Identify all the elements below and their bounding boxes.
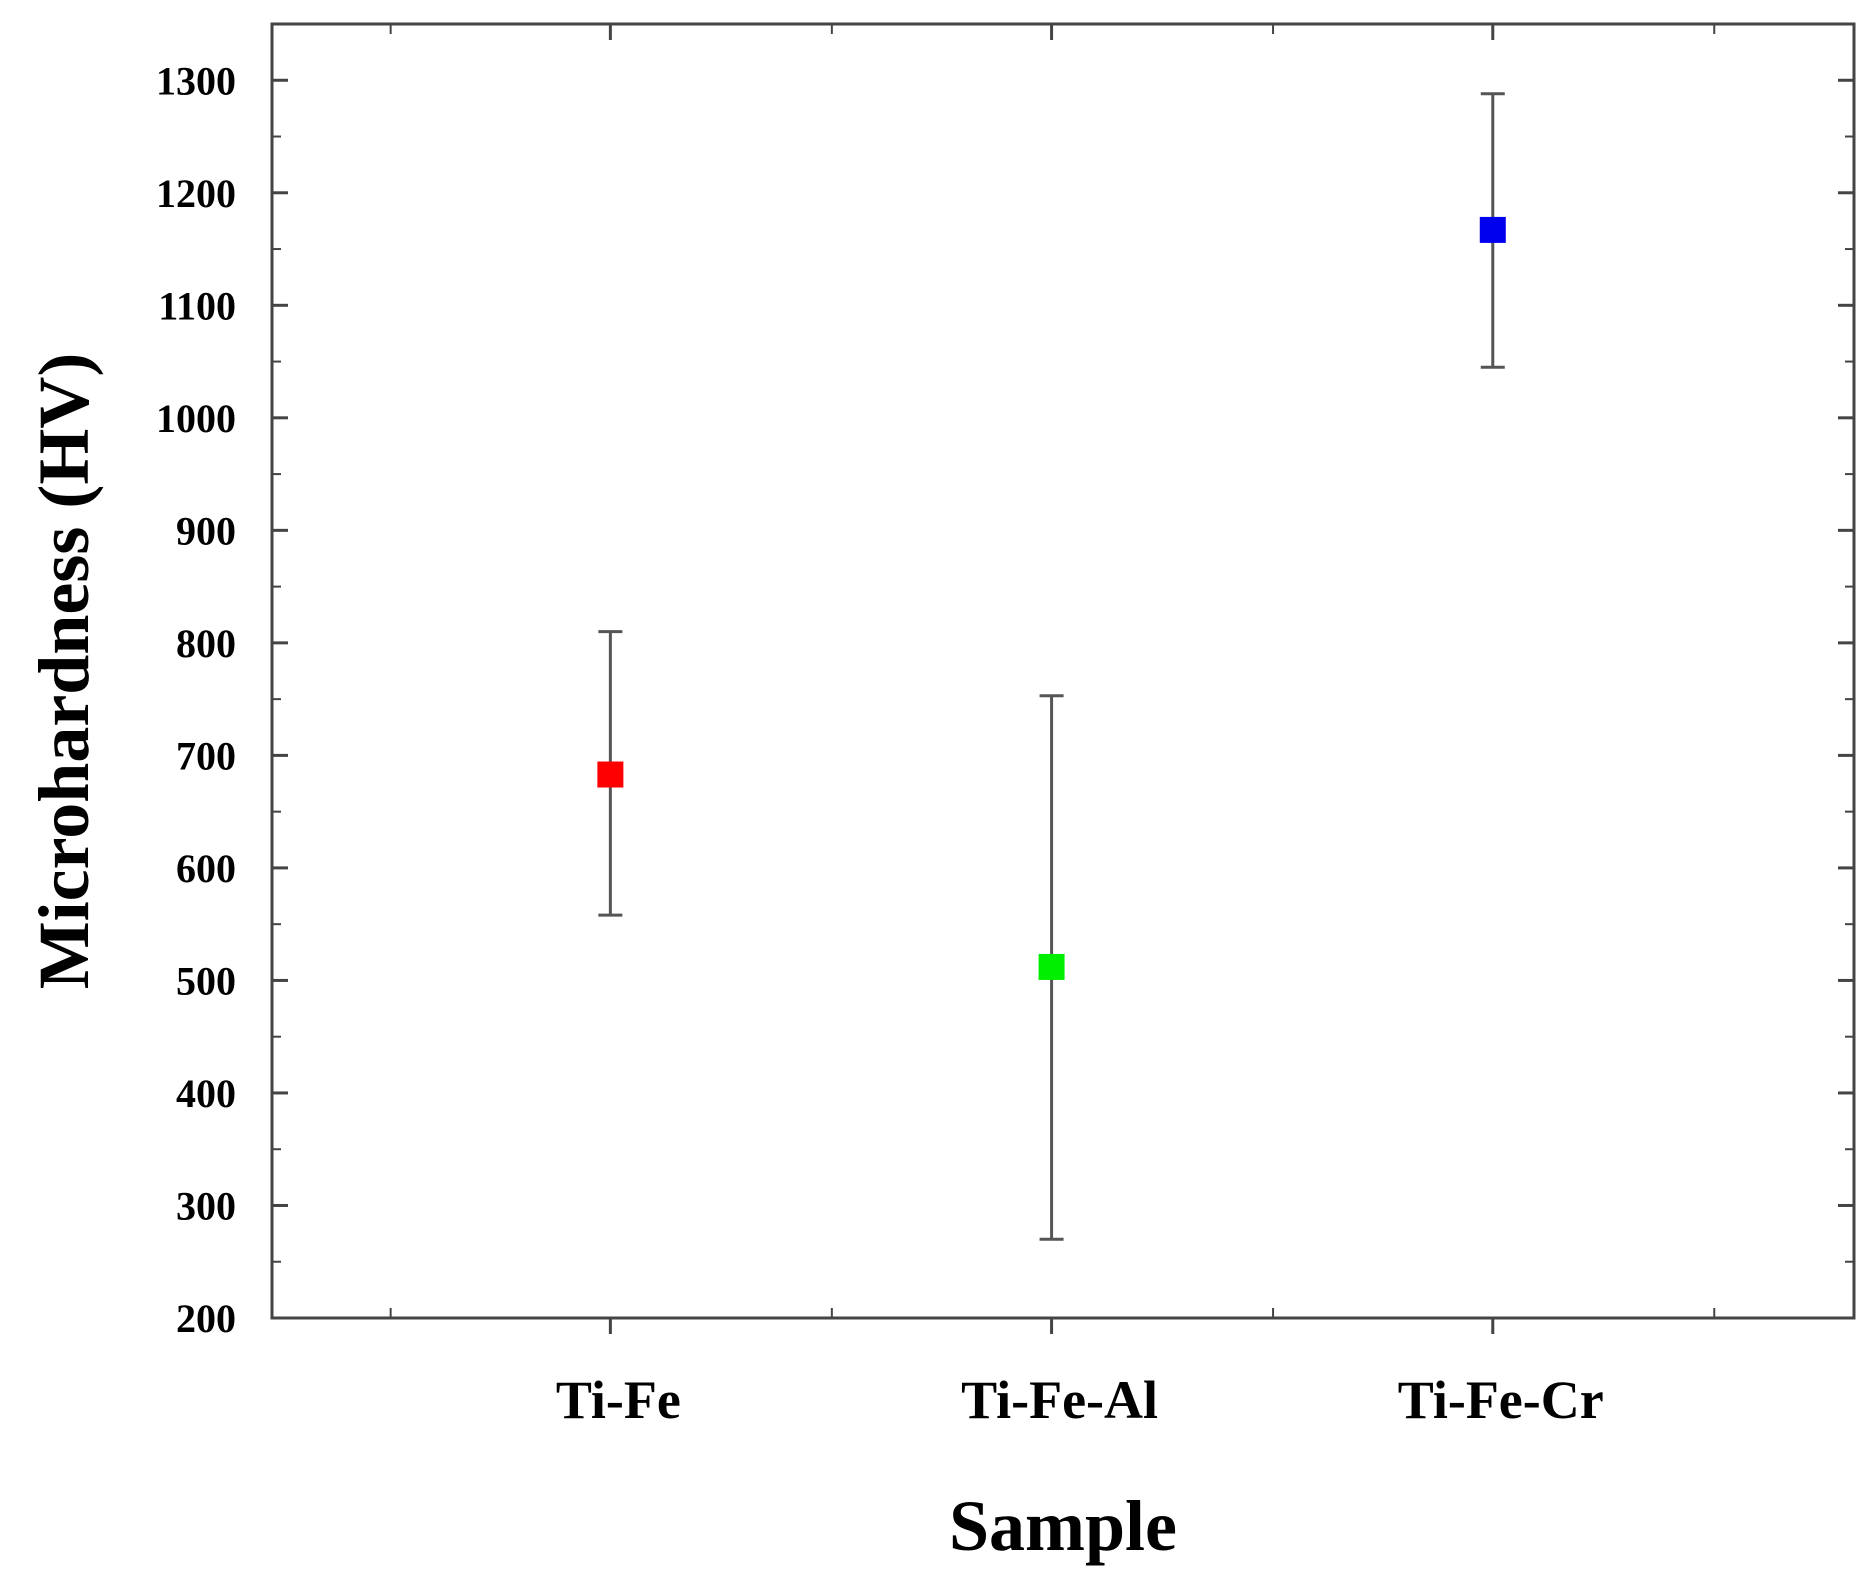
data-point — [597, 761, 624, 788]
error-bars — [598, 92, 1505, 1241]
y-tick-label: 700 — [176, 733, 236, 778]
data-markers — [597, 216, 1506, 980]
x-axis-category-labels: Ti-Fe Ti-Fe-Al Ti-Fe-Cr — [556, 1370, 1604, 1430]
y-tick-label: 200 — [176, 1296, 236, 1341]
y-tick-label: 1000 — [156, 396, 236, 441]
y-tick-label: 1200 — [156, 171, 236, 216]
data-point — [1038, 953, 1065, 980]
y-tick-label: 600 — [176, 846, 236, 891]
plot-frame — [270, 22, 1856, 1320]
x-category-label: Ti-Fe-Al — [961, 1370, 1158, 1430]
y-tick-label: 1100 — [158, 283, 236, 328]
y-tick-label: 800 — [176, 621, 236, 666]
data-point — [1479, 216, 1506, 243]
x-axis-ticks — [389, 24, 1716, 1334]
y-tick-label: 400 — [176, 1071, 236, 1116]
x-category-label: Ti-Fe-Cr — [1398, 1370, 1604, 1430]
y-tick-label: 900 — [176, 508, 236, 553]
y-axis-title: Microhardness (HV) — [24, 353, 104, 990]
x-axis-title: Sample — [949, 1486, 1177, 1566]
y-tick-label: 300 — [176, 1183, 236, 1228]
y-tick-label: 500 — [176, 958, 236, 1003]
y-axis-ticks — [272, 78, 1854, 1320]
x-category-label: Ti-Fe — [556, 1370, 681, 1430]
y-axis-tick-labels: 200 300 400 500 600 700 800 900 1000 1100 1200 1300 — [156, 58, 236, 1341]
y-tick-label: 1300 — [156, 58, 236, 103]
